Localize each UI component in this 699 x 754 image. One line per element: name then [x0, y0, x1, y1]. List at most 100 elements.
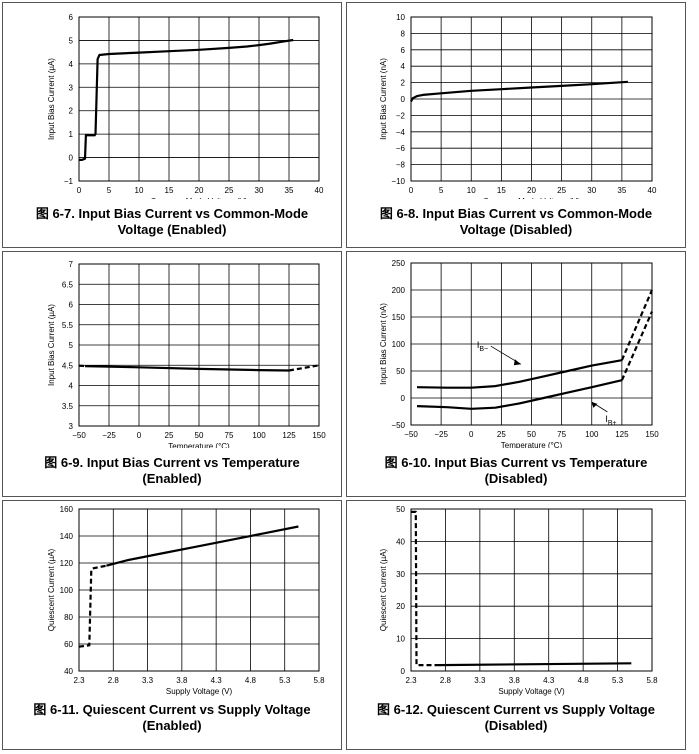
series-line-1	[620, 289, 654, 361]
x-tick-label: −25	[102, 431, 116, 440]
caption-prefix: 图	[377, 702, 391, 717]
y-axis-label: Input Bias Current (µA)	[47, 58, 56, 140]
series-line-3	[620, 311, 654, 381]
x-tick-label: 5	[439, 186, 444, 195]
x-tick-label: −50	[404, 430, 418, 439]
x-tick-label: 10	[135, 186, 144, 195]
chart-panel-6-9: −50 −25 0 25 50 75 100 125 150 3 3.5 4 4.5 5 5.5 6 6.5 7 T…	[2, 251, 342, 497]
x-tick-label: 25	[165, 431, 174, 440]
y-tick-label: 100	[392, 340, 406, 349]
y-tick-label: 4	[69, 382, 74, 391]
caption-title-line1: Input Bias Current vs Temperature	[434, 455, 648, 470]
x-tick-label: 3.3	[142, 676, 154, 685]
plot-frame	[78, 263, 320, 427]
y-tick-label: 100	[60, 586, 74, 595]
series-line-1	[106, 525, 299, 567]
annotation-label: IB+	[605, 414, 616, 427]
caption-title-line2: Voltage (Enabled)	[117, 222, 227, 237]
annotation-subscript: B−	[479, 346, 488, 353]
x-tick-label: 0	[77, 186, 82, 195]
plot-frame	[410, 262, 653, 426]
y-tick-label: 7	[69, 260, 74, 269]
x-tick-label: 75	[225, 431, 234, 440]
y-tick-label: 40	[64, 667, 73, 676]
annotation-subscript: B+	[608, 420, 617, 427]
y-tick-label: 3	[69, 83, 74, 92]
caption-prefix: 图	[33, 702, 47, 717]
y-tick-label: 60	[64, 640, 73, 649]
x-tick-label: 5.3	[279, 676, 291, 685]
y-axis-label: Input Bias Current (nA)	[379, 58, 388, 140]
x-tick-label: 2.8	[440, 676, 452, 685]
plot-frame	[78, 508, 320, 672]
x-tick-label: 10	[467, 186, 476, 195]
annotation-base: I	[477, 340, 480, 350]
chart-svg: −50 −25 0 25 50 75 100 125 150 3 3.5 4 4.5 5 5.5 6 6.5 7 T…	[47, 260, 326, 448]
x-tick-label: 0	[469, 430, 474, 439]
y-tick-label: 200	[392, 286, 406, 295]
x-tick-label: 15	[165, 186, 174, 195]
x-tick-label: 125	[282, 431, 296, 440]
x-tick-label: 50	[527, 430, 536, 439]
y-axis-label: Input Bias Current (µA)	[47, 304, 56, 386]
caption-title-line1: Quiescent Current vs Supply Voltage	[82, 702, 311, 717]
figure-caption: 图 6-7. Input Bias Current vs Common-Mode…	[3, 206, 341, 238]
x-tick-label: 5.8	[646, 676, 658, 685]
chart-panel-6-8: 0 5 10 15 20 25 30 35 40 −10 −8 −6 −4 −2 0 2 4 6 8 10 Common…	[346, 2, 686, 248]
x-tick-label: 40	[315, 186, 324, 195]
x-tick-label: 100	[252, 431, 266, 440]
y-tick-label: 250	[392, 259, 406, 268]
y-tick-label: 10	[396, 635, 405, 644]
x-axis-label: Supply Voltage (V)	[166, 687, 233, 696]
y-tick-label: 3.5	[62, 402, 74, 411]
y-tick-label: 2	[69, 107, 74, 116]
annotation-base: I	[605, 414, 608, 424]
y-tick-label: −50	[391, 421, 405, 430]
chart-panel-6-10: −50 −25 0 25 50 75 100 125 150 −50 0 50 100 150 200 250…	[346, 251, 686, 497]
y-tick-label: 4	[401, 62, 406, 71]
caption-number: 6-9.	[60, 455, 84, 470]
x-axis-label: Temperature (°C)	[168, 442, 230, 448]
figure-caption: 图 6-8. Input Bias Current vs Common-Mode…	[347, 206, 685, 238]
caption-prefix: 图	[35, 206, 49, 221]
x-tick-label: 5.3	[612, 676, 624, 685]
x-tick-label: 100	[585, 430, 599, 439]
chart-svg: 2.3 2.8 3.3 3.8 4.3 4.8 5.3 5.8 40 60 80 100 120 140 1…	[47, 505, 325, 696]
caption-title-line1: Input Bias Current vs Common-Mode	[422, 206, 653, 221]
chart-panel-6-12: 2.3 2.8 3.3 3.8 4.3 4.8 5.3 5.8 0 10 20 30 40 50 Suppl…	[346, 500, 686, 750]
chart-svg: 2.3 2.8 3.3 3.8 4.3 4.8 5.3 5.8 0 10 20 30 40 50 Suppl…	[379, 505, 658, 696]
y-tick-label: 160	[60, 505, 74, 514]
x-tick-label: 2.3	[73, 676, 85, 685]
x-axis-label: Common-Mode Voltage (V)	[151, 197, 248, 199]
y-tick-label: 0	[69, 154, 74, 163]
x-tick-label: 15	[497, 186, 506, 195]
y-tick-label: 5	[69, 341, 74, 350]
x-tick-label: −25	[434, 430, 448, 439]
chart-panel-6-11: 2.3 2.8 3.3 3.8 4.3 4.8 5.3 5.8 40 60 80 100 120 140 1…	[2, 500, 342, 750]
series-line-0	[79, 38, 294, 161]
series-line-0	[78, 564, 107, 648]
series-line-0	[411, 510, 439, 667]
y-tick-label: −10	[391, 177, 405, 186]
y-axis-label: Input Bias Current (nA)	[379, 303, 388, 385]
annotation-arrowhead	[513, 359, 521, 366]
x-tick-label: 50	[195, 431, 204, 440]
caption-title-line2: (Disabled)	[484, 471, 548, 486]
figure-caption: 图 6-9. Input Bias Current vs Temperature…	[3, 455, 341, 487]
y-tick-label: 50	[396, 367, 405, 376]
x-tick-label: 30	[587, 186, 596, 195]
plot-frame	[78, 16, 320, 182]
caption-number: 6-11.	[50, 702, 79, 717]
y-tick-label: 1	[69, 130, 74, 139]
x-tick-label: 5	[107, 186, 112, 195]
y-tick-label: 6	[69, 13, 74, 22]
series-line-1	[84, 365, 290, 372]
x-tick-label: 40	[648, 186, 657, 195]
plot-frame	[410, 16, 653, 182]
x-tick-label: 75	[557, 430, 566, 439]
y-tick-label: 5	[69, 36, 74, 45]
x-tick-label: 0	[409, 186, 414, 195]
